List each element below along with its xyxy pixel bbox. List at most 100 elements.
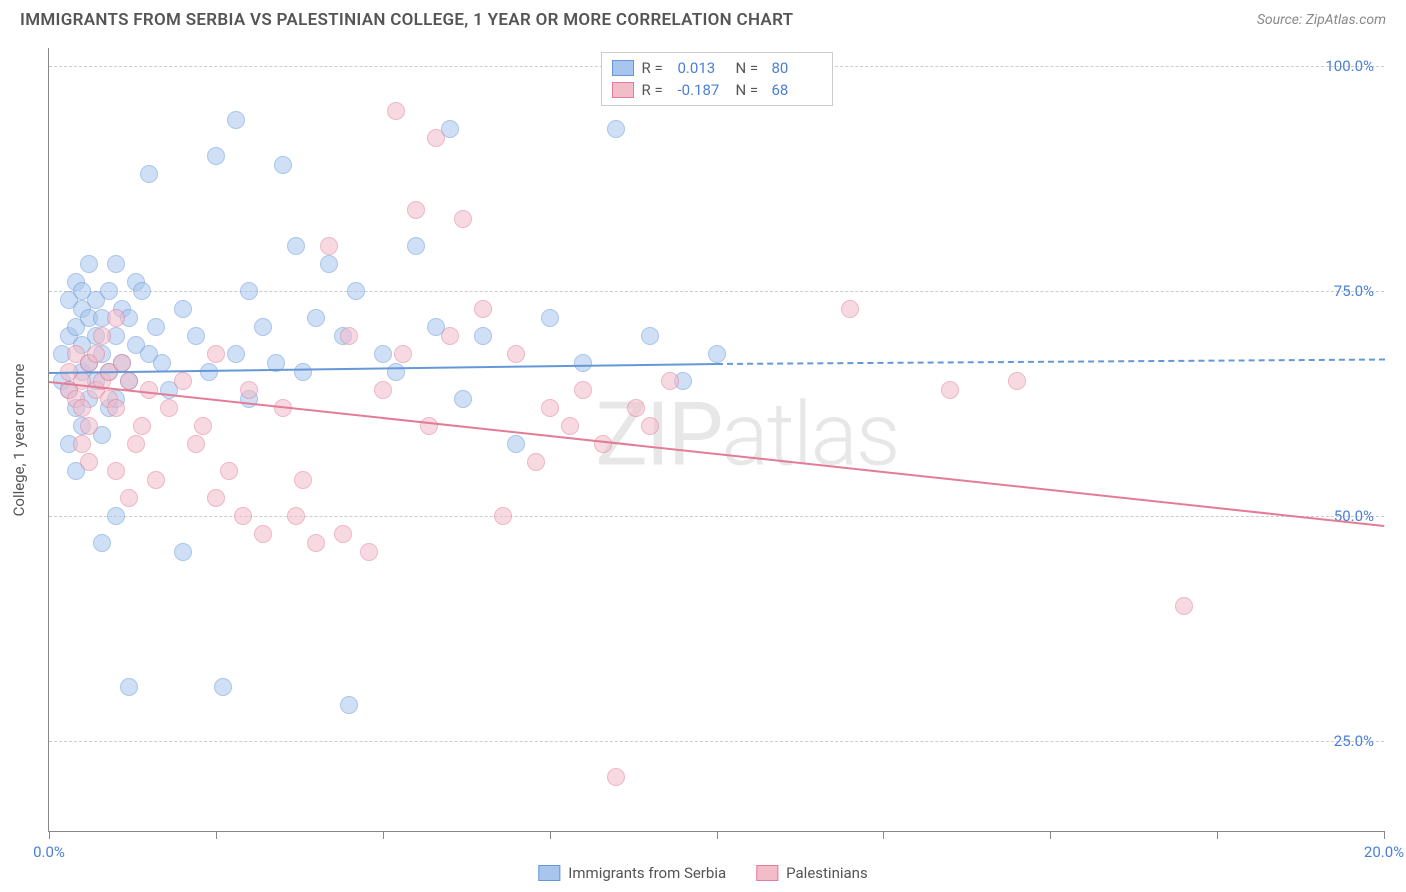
x-tick <box>383 831 384 839</box>
data-point <box>174 372 192 390</box>
x-tick <box>216 831 217 839</box>
gridline <box>49 741 1384 742</box>
data-point <box>641 417 659 435</box>
data-point <box>527 453 545 471</box>
data-point <box>387 363 405 381</box>
data-point <box>174 543 192 561</box>
legend-item-palestinians: Palestinians <box>756 864 868 882</box>
data-point <box>1175 597 1193 615</box>
data-point <box>441 327 459 345</box>
data-point <box>387 102 405 120</box>
chart-header: IMMIGRANTS FROM SERBIA VS PALESTINIAN CO… <box>0 0 1406 38</box>
data-point <box>200 363 218 381</box>
data-point <box>107 255 125 273</box>
x-tick <box>1050 831 1051 839</box>
data-point <box>287 507 305 525</box>
data-point <box>340 696 358 714</box>
x-tick <box>717 831 718 839</box>
data-point <box>407 201 425 219</box>
trend-line <box>49 363 717 374</box>
stat-n-value: 68 <box>772 81 822 99</box>
legend-item-serbia: Immigrants from Serbia <box>538 864 726 882</box>
data-point <box>594 435 612 453</box>
data-point <box>240 381 258 399</box>
data-point <box>541 399 559 417</box>
trend-line <box>49 381 1384 527</box>
data-point <box>1008 372 1026 390</box>
legend-swatch <box>612 60 634 76</box>
data-point <box>153 354 171 372</box>
data-point <box>214 678 232 696</box>
legend-swatch-palestinians <box>756 865 778 881</box>
data-point <box>287 237 305 255</box>
data-point <box>207 345 225 363</box>
data-point <box>147 318 165 336</box>
data-point <box>347 282 365 300</box>
bottom-legend: Immigrants from Serbia Palestinians <box>538 864 867 882</box>
data-point <box>708 345 726 363</box>
legend-swatch <box>612 82 634 98</box>
y-tick-label: 75.0% <box>1334 282 1374 300</box>
x-tick <box>1384 831 1385 839</box>
data-point <box>120 489 138 507</box>
data-point <box>187 327 205 345</box>
stat-n-label: N = <box>736 59 764 77</box>
data-point <box>407 237 425 255</box>
data-point <box>100 282 118 300</box>
data-point <box>147 471 165 489</box>
data-point <box>73 435 91 453</box>
data-point <box>80 453 98 471</box>
data-point <box>107 399 125 417</box>
x-tick <box>883 831 884 839</box>
data-point <box>474 300 492 318</box>
x-tick-label: 0.0% <box>33 843 65 861</box>
x-tick <box>49 831 50 839</box>
data-point <box>574 354 592 372</box>
data-point <box>320 237 338 255</box>
watermark: ZIPatlas <box>595 383 898 486</box>
source-credit: Source: ZipAtlas.com <box>1257 12 1386 28</box>
data-point <box>307 534 325 552</box>
data-point <box>227 345 245 363</box>
data-point <box>80 255 98 273</box>
data-point <box>394 345 412 363</box>
trend-line-dash <box>716 359 1383 365</box>
legend-swatch-serbia <box>538 865 560 881</box>
data-point <box>207 489 225 507</box>
data-point <box>133 417 151 435</box>
x-tick-label: 20.0% <box>1364 843 1404 861</box>
legend-label-palestinians: Palestinians <box>786 864 868 882</box>
data-point <box>160 399 178 417</box>
data-point <box>454 210 472 228</box>
stats-legend-row: R =0.013N =80 <box>612 57 822 79</box>
x-tick <box>1217 831 1218 839</box>
data-point <box>234 507 252 525</box>
data-point <box>120 678 138 696</box>
data-point <box>474 327 492 345</box>
data-point <box>80 417 98 435</box>
data-point <box>340 327 358 345</box>
data-point <box>494 507 512 525</box>
data-point <box>334 525 352 543</box>
data-point <box>133 282 151 300</box>
data-point <box>427 129 445 147</box>
stats-legend-row: R =-0.187N =68 <box>612 79 822 101</box>
data-point <box>254 525 272 543</box>
data-point <box>507 345 525 363</box>
data-point <box>113 354 131 372</box>
data-point <box>661 372 679 390</box>
data-point <box>374 381 392 399</box>
data-point <box>561 417 579 435</box>
stat-r-value: 0.013 <box>678 59 728 77</box>
data-point <box>127 435 145 453</box>
y-axis-label: College, 1 year or more <box>10 363 28 516</box>
data-point <box>360 543 378 561</box>
data-point <box>320 255 338 273</box>
data-point <box>627 399 645 417</box>
data-point <box>107 309 125 327</box>
data-point <box>274 156 292 174</box>
data-point <box>454 390 472 408</box>
data-point <box>107 462 125 480</box>
legend-label-serbia: Immigrants from Serbia <box>568 864 726 882</box>
data-point <box>507 435 525 453</box>
